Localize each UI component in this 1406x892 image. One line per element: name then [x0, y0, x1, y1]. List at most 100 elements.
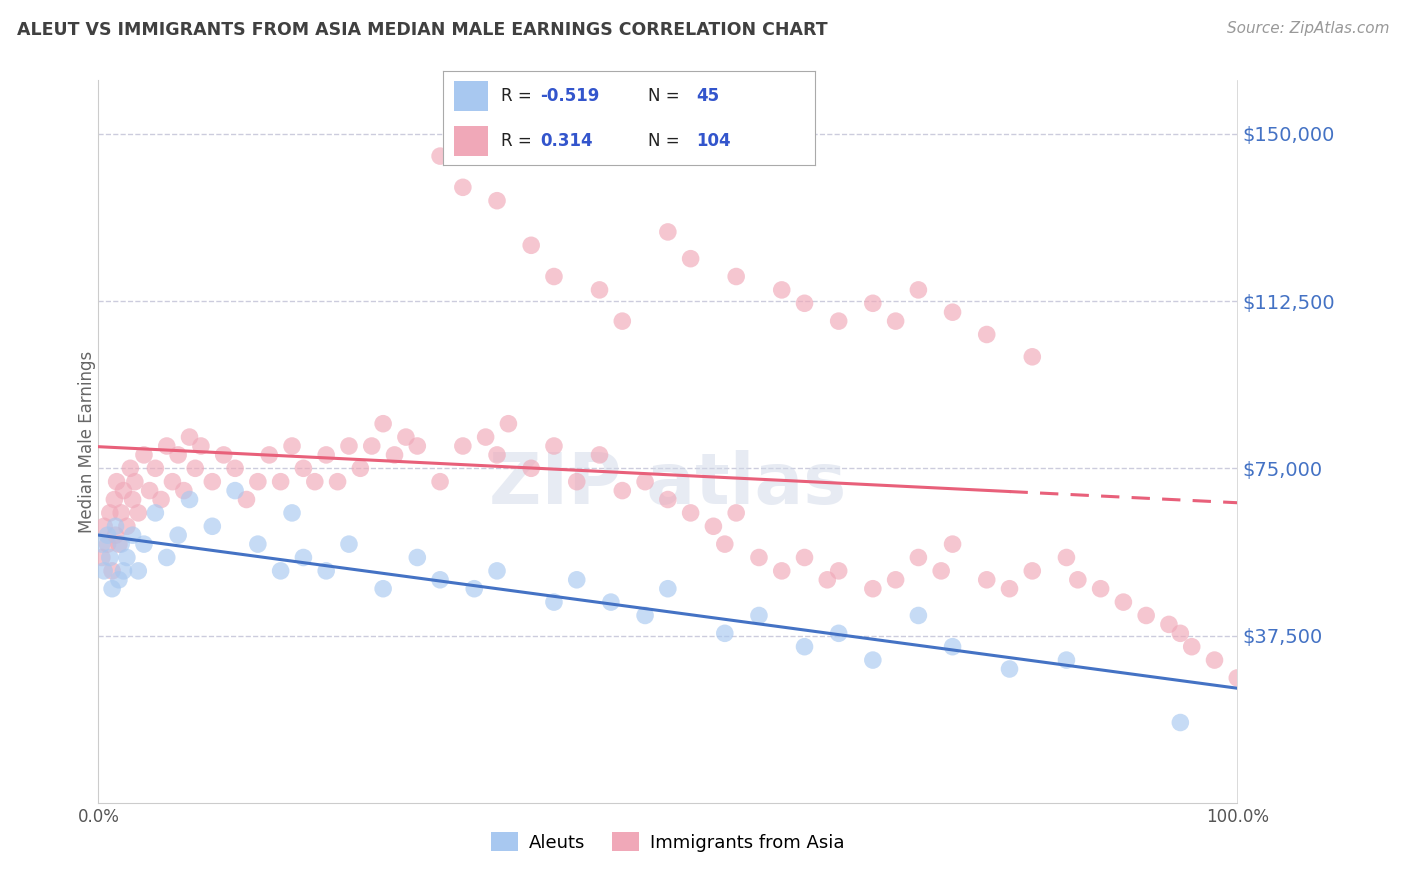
Point: [145, 506, 167, 520]
Point: [1204, 653, 1226, 667]
Point: [657, 492, 679, 507]
Point: [907, 608, 929, 623]
Point: [184, 461, 207, 475]
Point: [543, 439, 565, 453]
Point: [259, 448, 281, 462]
Point: [634, 475, 657, 489]
Point: [270, 475, 292, 489]
Point: [96, 537, 118, 551]
Text: 104: 104: [696, 132, 731, 150]
Point: [127, 564, 149, 578]
Point: [1157, 617, 1180, 632]
Point: [942, 537, 965, 551]
Point: [1090, 582, 1112, 596]
Point: [612, 314, 634, 328]
Point: [862, 582, 884, 596]
Point: [201, 475, 224, 489]
Point: [1135, 608, 1157, 623]
Point: [634, 608, 657, 623]
Point: [725, 269, 748, 284]
Point: [520, 238, 543, 252]
Point: [725, 506, 748, 520]
Point: [124, 475, 146, 489]
Point: [337, 439, 360, 453]
Point: [156, 550, 179, 565]
Point: [770, 564, 793, 578]
Point: [588, 283, 610, 297]
Point: [371, 417, 394, 431]
Point: [828, 564, 851, 578]
Point: [486, 448, 509, 462]
Point: [132, 448, 155, 462]
Point: [702, 519, 724, 533]
Point: [281, 439, 304, 453]
Text: Source: ZipAtlas.com: Source: ZipAtlas.com: [1226, 21, 1389, 37]
Point: [793, 640, 815, 654]
Point: [565, 573, 588, 587]
Point: [179, 492, 201, 507]
Text: ZIP atlas: ZIP atlas: [489, 450, 846, 519]
Point: [138, 483, 160, 498]
Bar: [454, 81, 488, 111]
Point: [110, 537, 132, 551]
Point: [998, 582, 1021, 596]
Point: [862, 653, 884, 667]
Point: [929, 564, 952, 578]
Point: [976, 327, 998, 342]
Point: [679, 252, 702, 266]
Point: [120, 461, 142, 475]
Point: [451, 180, 474, 194]
Point: [429, 149, 451, 163]
Point: [246, 475, 269, 489]
Point: [292, 550, 315, 565]
Point: [748, 608, 770, 623]
Point: [520, 461, 543, 475]
Point: [998, 662, 1021, 676]
Point: [246, 537, 269, 551]
Point: [224, 461, 246, 475]
Point: [657, 225, 679, 239]
Text: 0.314: 0.314: [540, 132, 592, 150]
Legend: Aleuts, Immigrants from Asia: Aleuts, Immigrants from Asia: [484, 825, 852, 859]
Point: [90, 550, 112, 565]
Point: [793, 296, 815, 310]
Point: [862, 296, 884, 310]
Text: 45: 45: [696, 87, 720, 104]
Y-axis label: Median Male Earnings: Median Male Earnings: [79, 351, 96, 533]
Point: [162, 475, 184, 489]
Point: [101, 582, 124, 596]
Point: [1056, 550, 1078, 565]
Point: [108, 537, 131, 551]
Point: [315, 564, 337, 578]
Text: N =: N =: [648, 132, 685, 150]
Text: N =: N =: [648, 87, 685, 104]
Point: [588, 448, 610, 462]
Point: [451, 439, 474, 453]
Point: [907, 283, 929, 297]
Bar: [454, 126, 488, 156]
Point: [127, 506, 149, 520]
Point: [281, 506, 304, 520]
Point: [1021, 350, 1043, 364]
Point: [714, 537, 737, 551]
Point: [406, 439, 429, 453]
Point: [167, 528, 190, 542]
Point: [748, 550, 770, 565]
Point: [384, 448, 406, 462]
Text: R =: R =: [501, 132, 537, 150]
Point: [150, 492, 173, 507]
Point: [115, 550, 138, 565]
Point: [270, 564, 292, 578]
Point: [103, 492, 125, 507]
Text: ALEUT VS IMMIGRANTS FROM ASIA MEDIAN MALE EARNINGS CORRELATION CHART: ALEUT VS IMMIGRANTS FROM ASIA MEDIAN MAL…: [17, 21, 828, 39]
Point: [360, 439, 382, 453]
Point: [93, 519, 115, 533]
Text: R =: R =: [501, 87, 537, 104]
Point: [371, 582, 394, 596]
Point: [326, 475, 349, 489]
Point: [976, 573, 998, 587]
Point: [315, 448, 337, 462]
Point: [104, 519, 127, 533]
Point: [815, 573, 838, 587]
Point: [486, 564, 509, 578]
